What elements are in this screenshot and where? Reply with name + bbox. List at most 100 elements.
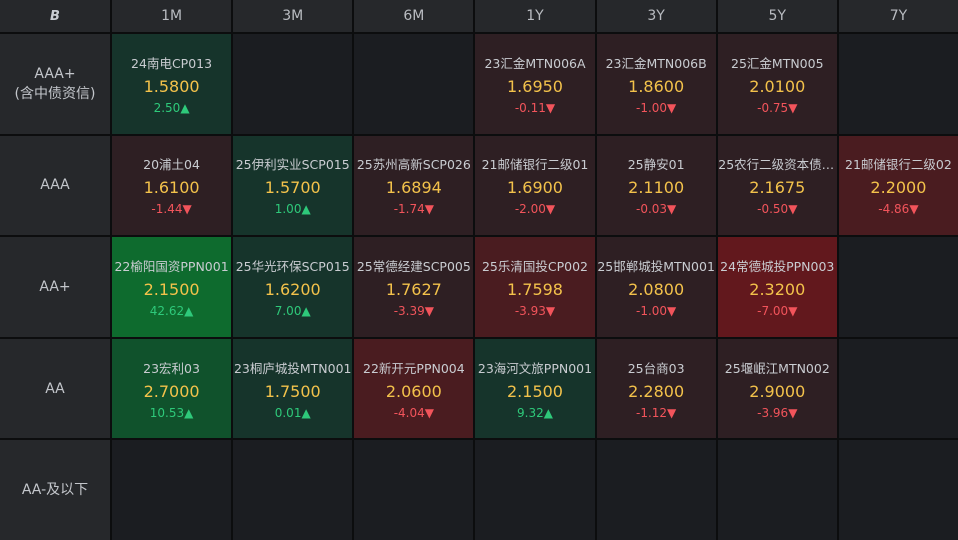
- bond-change: 0.01▲: [275, 406, 311, 420]
- change-value: 1.00: [274, 202, 302, 217]
- bond-name: 24常德城投PPN003: [720, 258, 835, 274]
- bond-yield: 2.2800: [628, 381, 685, 401]
- row-header-label: AAA: [40, 177, 70, 194]
- bond-yield: 1.6950: [507, 76, 563, 96]
- bond-change: -7.00▼: [757, 304, 797, 318]
- bond-cell[interactable]: 23汇金MTN006B 1.8600 -1.00▼: [596, 34, 716, 134]
- bond-cell[interactable]: 25伊利实业SCP015 1.5700 1.00▲: [233, 135, 353, 236]
- bond-change: -3.93▼: [515, 304, 555, 318]
- column-header-5y[interactable]: 5Y: [717, 0, 837, 32]
- change-value: 2.50: [153, 100, 181, 115]
- bond-name: 25台商03: [627, 360, 685, 376]
- bond-yield: 2.1675: [749, 178, 806, 198]
- bond-yield: 2.0600: [385, 381, 442, 401]
- change-value: -0.75: [757, 100, 789, 115]
- column-header-1y[interactable]: 1Y: [475, 0, 595, 32]
- row-header-label: AA: [45, 380, 65, 397]
- change-value: -3.93: [514, 303, 546, 318]
- row-header-label: AAA+: [34, 65, 76, 82]
- bond-cell[interactable]: 25苏州高新SCP026 1.6894 -1.74▼: [354, 135, 474, 236]
- bond-cell[interactable]: 24常德城投PPN003 2.3200 -7.00▼: [717, 237, 837, 337]
- bond-change: 2.50▲: [154, 101, 190, 115]
- bond-yield: 1.6200: [264, 279, 321, 299]
- bond-cell[interactable]: 25堰岷江MTN002 2.9000 -3.96▼: [717, 338, 837, 439]
- bond-name: 24南电CP013: [131, 55, 213, 71]
- bond-change: -1.44▼: [151, 202, 191, 216]
- column-header-6m[interactable]: 6M: [354, 0, 474, 32]
- bond-change: 9.32▲: [517, 406, 553, 420]
- change-value: 10.53: [149, 405, 185, 420]
- bond-cell[interactable]: 25乐清国投CP002 1.7598 -3.93▼: [475, 237, 595, 337]
- bond-name: 25堰岷江MTN002: [724, 360, 830, 376]
- bond-yield: 1.7627: [385, 279, 442, 299]
- bond-change: -0.03▼: [636, 202, 676, 216]
- bond-cell[interactable]: 25华光环保SCP015 1.6200 7.00▲: [233, 237, 353, 337]
- triangle-down-icon: ▼: [667, 202, 677, 217]
- bond-change: -1.12▼: [636, 406, 676, 420]
- bond-change: -4.04▼: [394, 406, 434, 420]
- bond-yield: 2.2000: [870, 178, 927, 198]
- bond-name: 23宏利03: [143, 360, 200, 376]
- triangle-down-icon: ▼: [424, 303, 434, 318]
- bond-cell[interactable]: 21邮储银行二级02 2.2000 -4.86▼: [838, 135, 958, 236]
- triangle-up-icon: ▲: [184, 405, 194, 420]
- bond-cell[interactable]: 25汇金MTN005 2.0100 -0.75▼: [717, 34, 837, 134]
- triangle-up-icon: ▲: [180, 100, 190, 115]
- row-header: AA: [0, 338, 110, 439]
- bond-change: -0.11▼: [515, 101, 555, 115]
- column-header-3y[interactable]: 3Y: [596, 0, 716, 32]
- bond-cell[interactable]: 23海河文旅PPN001 2.1500 9.32▲: [475, 338, 595, 439]
- bond-name: 25常德经建SCP005: [356, 258, 471, 274]
- bond-yield: 1.6894: [385, 178, 442, 198]
- triangle-down-icon: ▼: [424, 405, 434, 420]
- bond-yield: 2.0800: [628, 279, 685, 299]
- empty-cell: [354, 34, 474, 134]
- bond-change: -1.00▼: [636, 304, 676, 318]
- change-value: -0.50: [757, 202, 789, 217]
- bond-name: 25邯郸城投MTN001: [597, 258, 715, 274]
- triangle-up-icon: ▲: [301, 303, 311, 318]
- bond-cell[interactable]: 22榆阳国资PPN001 2.1500 42.62▲: [112, 237, 232, 337]
- row-header-label: (含中债资信): [14, 85, 96, 102]
- empty-cell: [596, 440, 716, 540]
- triangle-down-icon: ▼: [424, 202, 434, 217]
- bond-cell[interactable]: 21邮储银行二级01 1.6900 -2.00▼: [475, 135, 595, 236]
- bond-name: 25乐清国投CP002: [481, 258, 588, 274]
- empty-cell: [475, 440, 595, 540]
- bond-cell[interactable]: 25台商03 2.2800 -1.12▼: [596, 338, 716, 439]
- bond-yield: 2.7000: [143, 381, 200, 401]
- bond-cell[interactable]: 22新开元PPN004 2.0600 -4.04▼: [354, 338, 474, 439]
- empty-cell: [233, 34, 353, 134]
- bond-name: 23海河文旅PPN001: [477, 360, 593, 376]
- column-header-1m[interactable]: 1M: [112, 0, 232, 32]
- bond-cell[interactable]: 25农行二级资本债01 2.1675 -0.50▼: [717, 135, 837, 236]
- bond-cell[interactable]: 25常德经建SCP005 1.7627 -3.39▼: [354, 237, 474, 337]
- bond-change: -1.74▼: [394, 202, 434, 216]
- triangle-down-icon: ▼: [182, 202, 192, 217]
- triangle-down-icon: ▼: [545, 202, 556, 217]
- row-header-label: AA+: [39, 278, 71, 295]
- triangle-up-icon: ▲: [301, 405, 311, 420]
- bond-cell[interactable]: 23汇金MTN006A 1.6950 -0.11▼: [475, 34, 595, 134]
- bond-name: 20浦土04: [143, 157, 200, 173]
- bond-yield: 2.1500: [143, 279, 200, 299]
- row-header: AAA: [0, 135, 110, 236]
- bond-yield: 1.6100: [143, 178, 200, 198]
- triangle-up-icon: ▲: [301, 202, 311, 217]
- bond-change: -3.39▼: [394, 304, 434, 318]
- column-header-3m[interactable]: 3M: [233, 0, 353, 32]
- bond-cell[interactable]: 25邯郸城投MTN001 2.0800 -1.00▼: [596, 237, 716, 337]
- change-value: -3.39: [393, 303, 425, 318]
- change-value: 42.62: [149, 303, 185, 318]
- bond-cell[interactable]: 24南电CP013 1.5800 2.50▲: [112, 34, 232, 134]
- bond-cell[interactable]: 25静安01 2.1100 -0.03▼: [596, 135, 716, 236]
- triangle-down-icon: ▼: [667, 100, 677, 115]
- bond-cell[interactable]: 23宏利03 2.7000 10.53▲: [112, 338, 232, 439]
- change-value: -0.03: [635, 202, 668, 217]
- bond-cell[interactable]: 23桐庐城投MTN001 1.7500 0.01▲: [233, 338, 353, 439]
- bond-name: 25农行二级资本债01: [718, 157, 837, 173]
- bond-cell[interactable]: 20浦土04 1.6100 -1.44▼: [112, 135, 232, 236]
- column-header-7y[interactable]: 7Y: [838, 0, 958, 32]
- bond-name: 25静安01: [627, 157, 685, 173]
- change-value: -1.00: [635, 303, 668, 318]
